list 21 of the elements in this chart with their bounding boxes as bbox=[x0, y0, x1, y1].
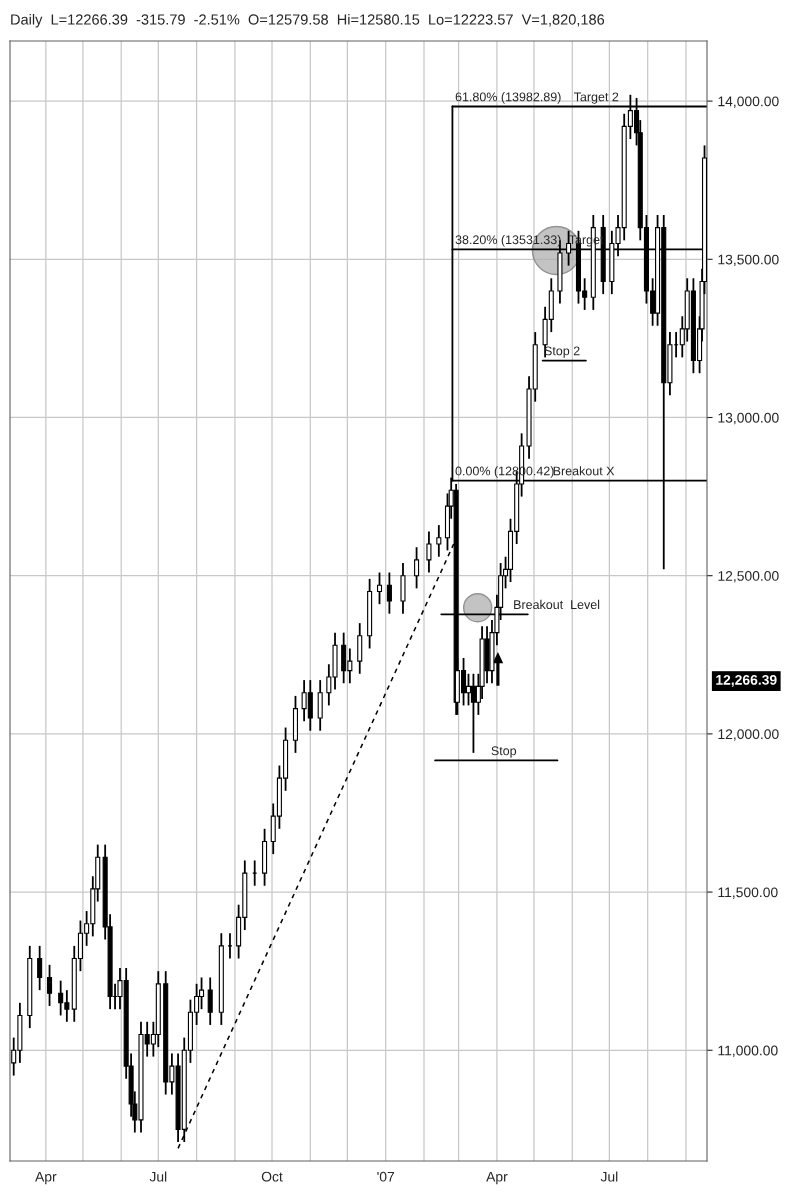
annotation: Stop bbox=[491, 746, 517, 758]
y-tick-label: 13,000.00 bbox=[718, 412, 779, 425]
y-tick-label: 12,500.00 bbox=[718, 571, 779, 583]
annotation: Target 2 bbox=[573, 92, 619, 104]
y-tick-label: 14,000.00 bbox=[718, 96, 779, 108]
x-tick-label: '07 bbox=[377, 1171, 395, 1182]
annotation: 38.20% (13531.33) bbox=[455, 234, 561, 247]
x-tick-label: Apr bbox=[486, 1171, 508, 1185]
y-tick-label: 11,000.00 bbox=[718, 1045, 778, 1058]
annotation: Breakout X bbox=[553, 466, 615, 476]
annotation: 61.80% (13982.89) bbox=[455, 92, 561, 104]
x-tick-label: Apr bbox=[35, 1171, 57, 1185]
y-tick-label: 12,000.00 bbox=[718, 729, 779, 741]
chart-title: Daily L=12266.39 -315.79 -2.51% O=12579.58 Hi=12580.15 Lo=12223.57 V=1,820,186 bbox=[11, 13, 605, 28]
x-tick-label: Jul bbox=[600, 1171, 618, 1182]
y-tick-label: 11,500.00 bbox=[718, 887, 778, 899]
text: 12,266.39 bbox=[716, 674, 777, 687]
x-tick-label: Oct bbox=[261, 1171, 283, 1182]
y-tick-label: 13,500.00 bbox=[718, 254, 779, 267]
annotation: Breakout Level bbox=[514, 599, 600, 610]
x-tick-label: Jul bbox=[149, 1171, 167, 1182]
